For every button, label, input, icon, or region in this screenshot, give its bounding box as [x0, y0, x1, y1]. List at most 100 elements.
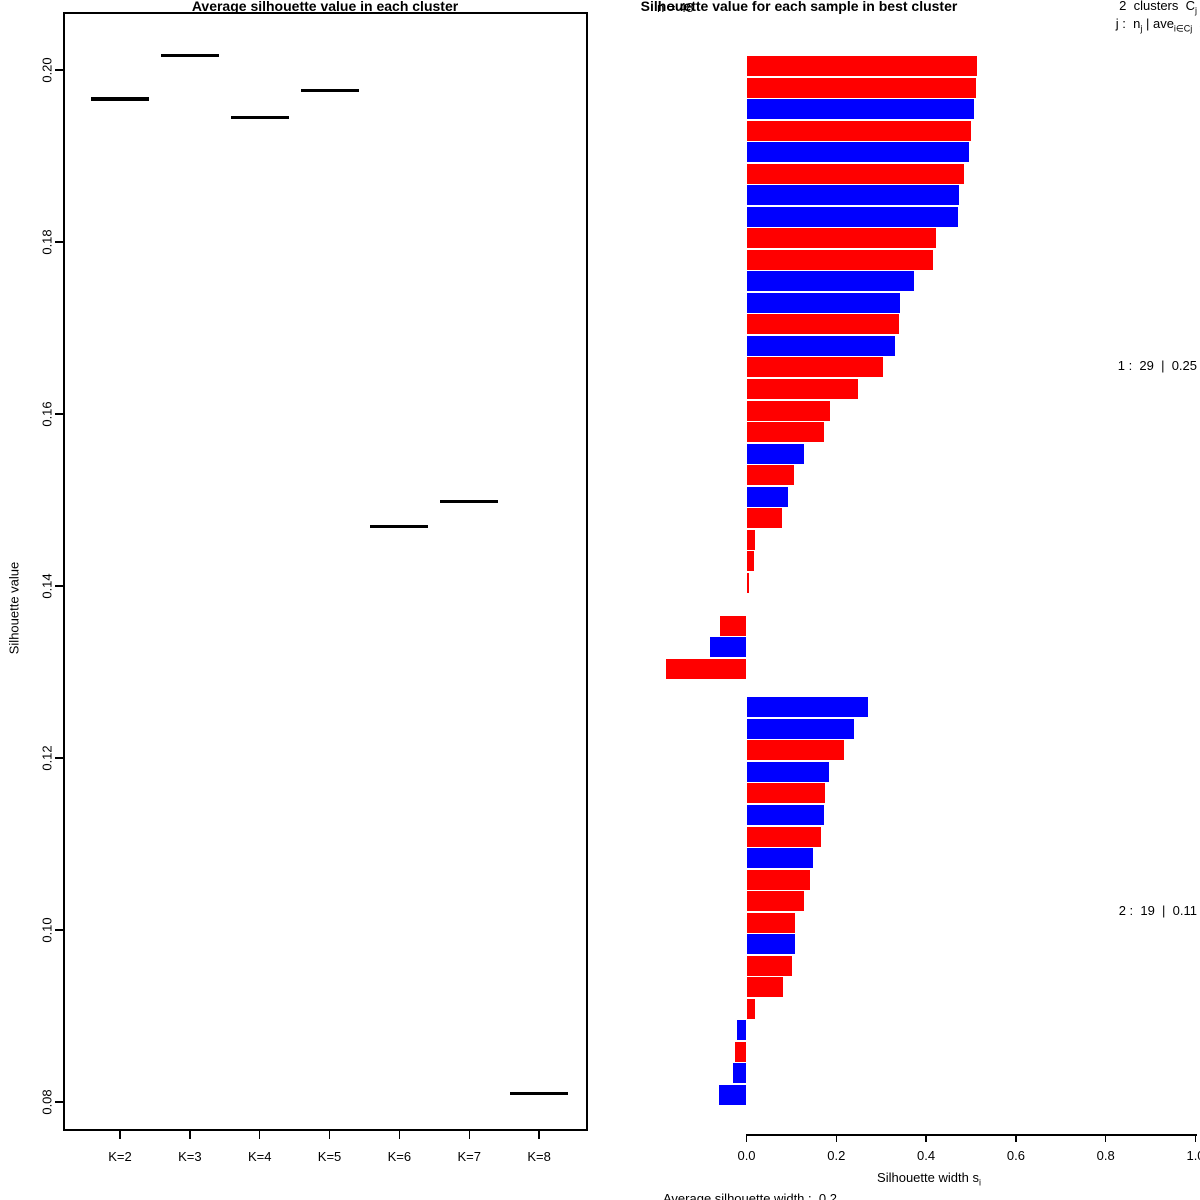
x-tick-mark: [398, 1131, 401, 1139]
right-x-axis-label: Silhouette width si: [877, 1170, 981, 1188]
cluster-header-line1: 2 clusters Cj: [1119, 0, 1197, 16]
silhouette-bar: [746, 185, 959, 206]
y-tick-mark: [55, 929, 63, 931]
silhouette-bar: [746, 163, 965, 184]
x-tick-label: K=2: [108, 1149, 132, 1164]
x-tick-label: 0.0: [737, 1148, 756, 1163]
silhouette-bar: [746, 400, 830, 421]
silhouette-bar: [746, 443, 804, 464]
silhouette-bar: [746, 848, 814, 869]
silhouette-bar: [746, 379, 858, 399]
avg-silhouette-segment: [370, 524, 429, 529]
silhouette-bar: [746, 826, 822, 847]
silhouette-bar: [665, 658, 747, 679]
silhouette-bar: [746, 486, 789, 507]
silhouette-bar: [746, 77, 976, 98]
x-tick-mark: [189, 1131, 191, 1139]
avg-silhouette-segment: [160, 53, 219, 58]
silhouette-bar: [746, 955, 793, 976]
silhouette-bar: [732, 1063, 747, 1084]
silhouette-bar: [746, 998, 756, 1019]
left-plot-area: [63, 12, 588, 1131]
y-tick-mark: [55, 69, 63, 71]
silhouette-bar: [736, 1020, 747, 1041]
x-tick-label: 0.4: [917, 1148, 936, 1163]
avg-silhouette-segment: [230, 115, 289, 120]
x-tick-mark: [835, 1134, 838, 1142]
silhouette-bar: [746, 422, 825, 443]
silhouette-bar: [718, 1084, 747, 1105]
left-y-axis-label: Silhouette value: [6, 561, 22, 655]
x-tick-label: 0.8: [1096, 1148, 1115, 1163]
left-chart-title: Average silhouette value in each cluster: [191, 0, 459, 14]
y-tick-mark: [55, 1101, 63, 1103]
x-tick-mark: [538, 1131, 540, 1139]
y-tick-label: 0.12: [39, 745, 55, 771]
average-width-footer: Average silhouette width : 0.2: [663, 1191, 837, 1200]
x-tick-label: K=4: [247, 1149, 272, 1164]
x-tick-mark: [925, 1134, 927, 1142]
y-tick-label: 0.20: [39, 57, 55, 83]
y-tick-label: 0.08: [39, 1089, 55, 1115]
silhouette-bar: [746, 551, 755, 572]
y-tick-mark: [55, 585, 63, 587]
silhouette-bar: [746, 869, 811, 890]
avg-silhouette-segment: [300, 88, 359, 93]
cluster-2-summary: 2 : 19 | 0.11: [1118, 903, 1197, 918]
y-tick-label: 0.16: [39, 401, 55, 427]
silhouette-bar: [746, 142, 970, 163]
silhouette-bar: [746, 357, 883, 378]
silhouette-bar: [746, 314, 899, 335]
silhouette-bar: [746, 891, 804, 912]
x-tick-label: K=8: [527, 1149, 551, 1164]
silhouette-bar: [746, 912, 796, 933]
silhouette-bar: [746, 761, 830, 782]
silhouette-bar: [746, 249, 933, 270]
silhouette-bar: [720, 615, 747, 636]
cluster-1-summary: 1 : 29 | 0.25: [1117, 358, 1197, 373]
x-tick-mark: [119, 1131, 121, 1139]
x-tick-label: 0.6: [1006, 1148, 1025, 1163]
silhouette-bar: [746, 56, 977, 77]
x-tick-label: K=7: [457, 1149, 482, 1164]
silhouette-bar: [746, 465, 794, 486]
y-tick-mark: [55, 413, 63, 415]
x-tick-mark: [745, 1134, 748, 1142]
avg-silhouette-segment: [440, 499, 499, 504]
x-tick-label: K=5: [317, 1149, 342, 1164]
silhouette-bar: [746, 783, 825, 804]
x-axis-line: [746, 1134, 1197, 1136]
x-tick-label: K=3: [178, 1149, 202, 1164]
y-tick-label: 0.14: [39, 573, 55, 599]
silhouette-bar: [746, 292, 900, 313]
silhouette-bar: [746, 335, 895, 356]
x-tick-mark: [1015, 1134, 1017, 1142]
silhouette-bar: [746, 120, 972, 141]
silhouette-bar: [746, 977, 784, 998]
silhouette-bar: [746, 718, 855, 739]
silhouette-bar: [746, 228, 936, 249]
avg-silhouette-segment: [91, 97, 149, 101]
x-tick-mark: [328, 1131, 331, 1139]
silhouette-bar: [710, 637, 747, 658]
silhouette-bar: [746, 934, 795, 955]
right-chart-title: Silhouette value for each sample in best…: [640, 0, 958, 14]
x-tick-mark: [258, 1131, 261, 1139]
sample-count-label: n = 48: [657, 0, 694, 15]
silhouette-bar: [735, 1041, 747, 1062]
x-tick-label: K=6: [387, 1149, 412, 1164]
x-tick-mark: [468, 1131, 470, 1139]
silhouette-bar: [746, 740, 845, 761]
silhouette-bar: [746, 508, 783, 529]
x-tick-mark: [1104, 1134, 1107, 1142]
x-tick-mark: [1194, 1134, 1197, 1142]
silhouette-bar: [746, 804, 825, 825]
y-tick-label: 0.10: [39, 917, 55, 943]
y-tick-mark: [55, 241, 63, 243]
silhouette-bar: [746, 572, 749, 593]
x-tick-label: 1.0: [1186, 1148, 1200, 1163]
y-tick-mark: [55, 757, 63, 759]
x-tick-label: 0.2: [827, 1148, 846, 1163]
avg-silhouette-segment: [510, 1091, 569, 1096]
